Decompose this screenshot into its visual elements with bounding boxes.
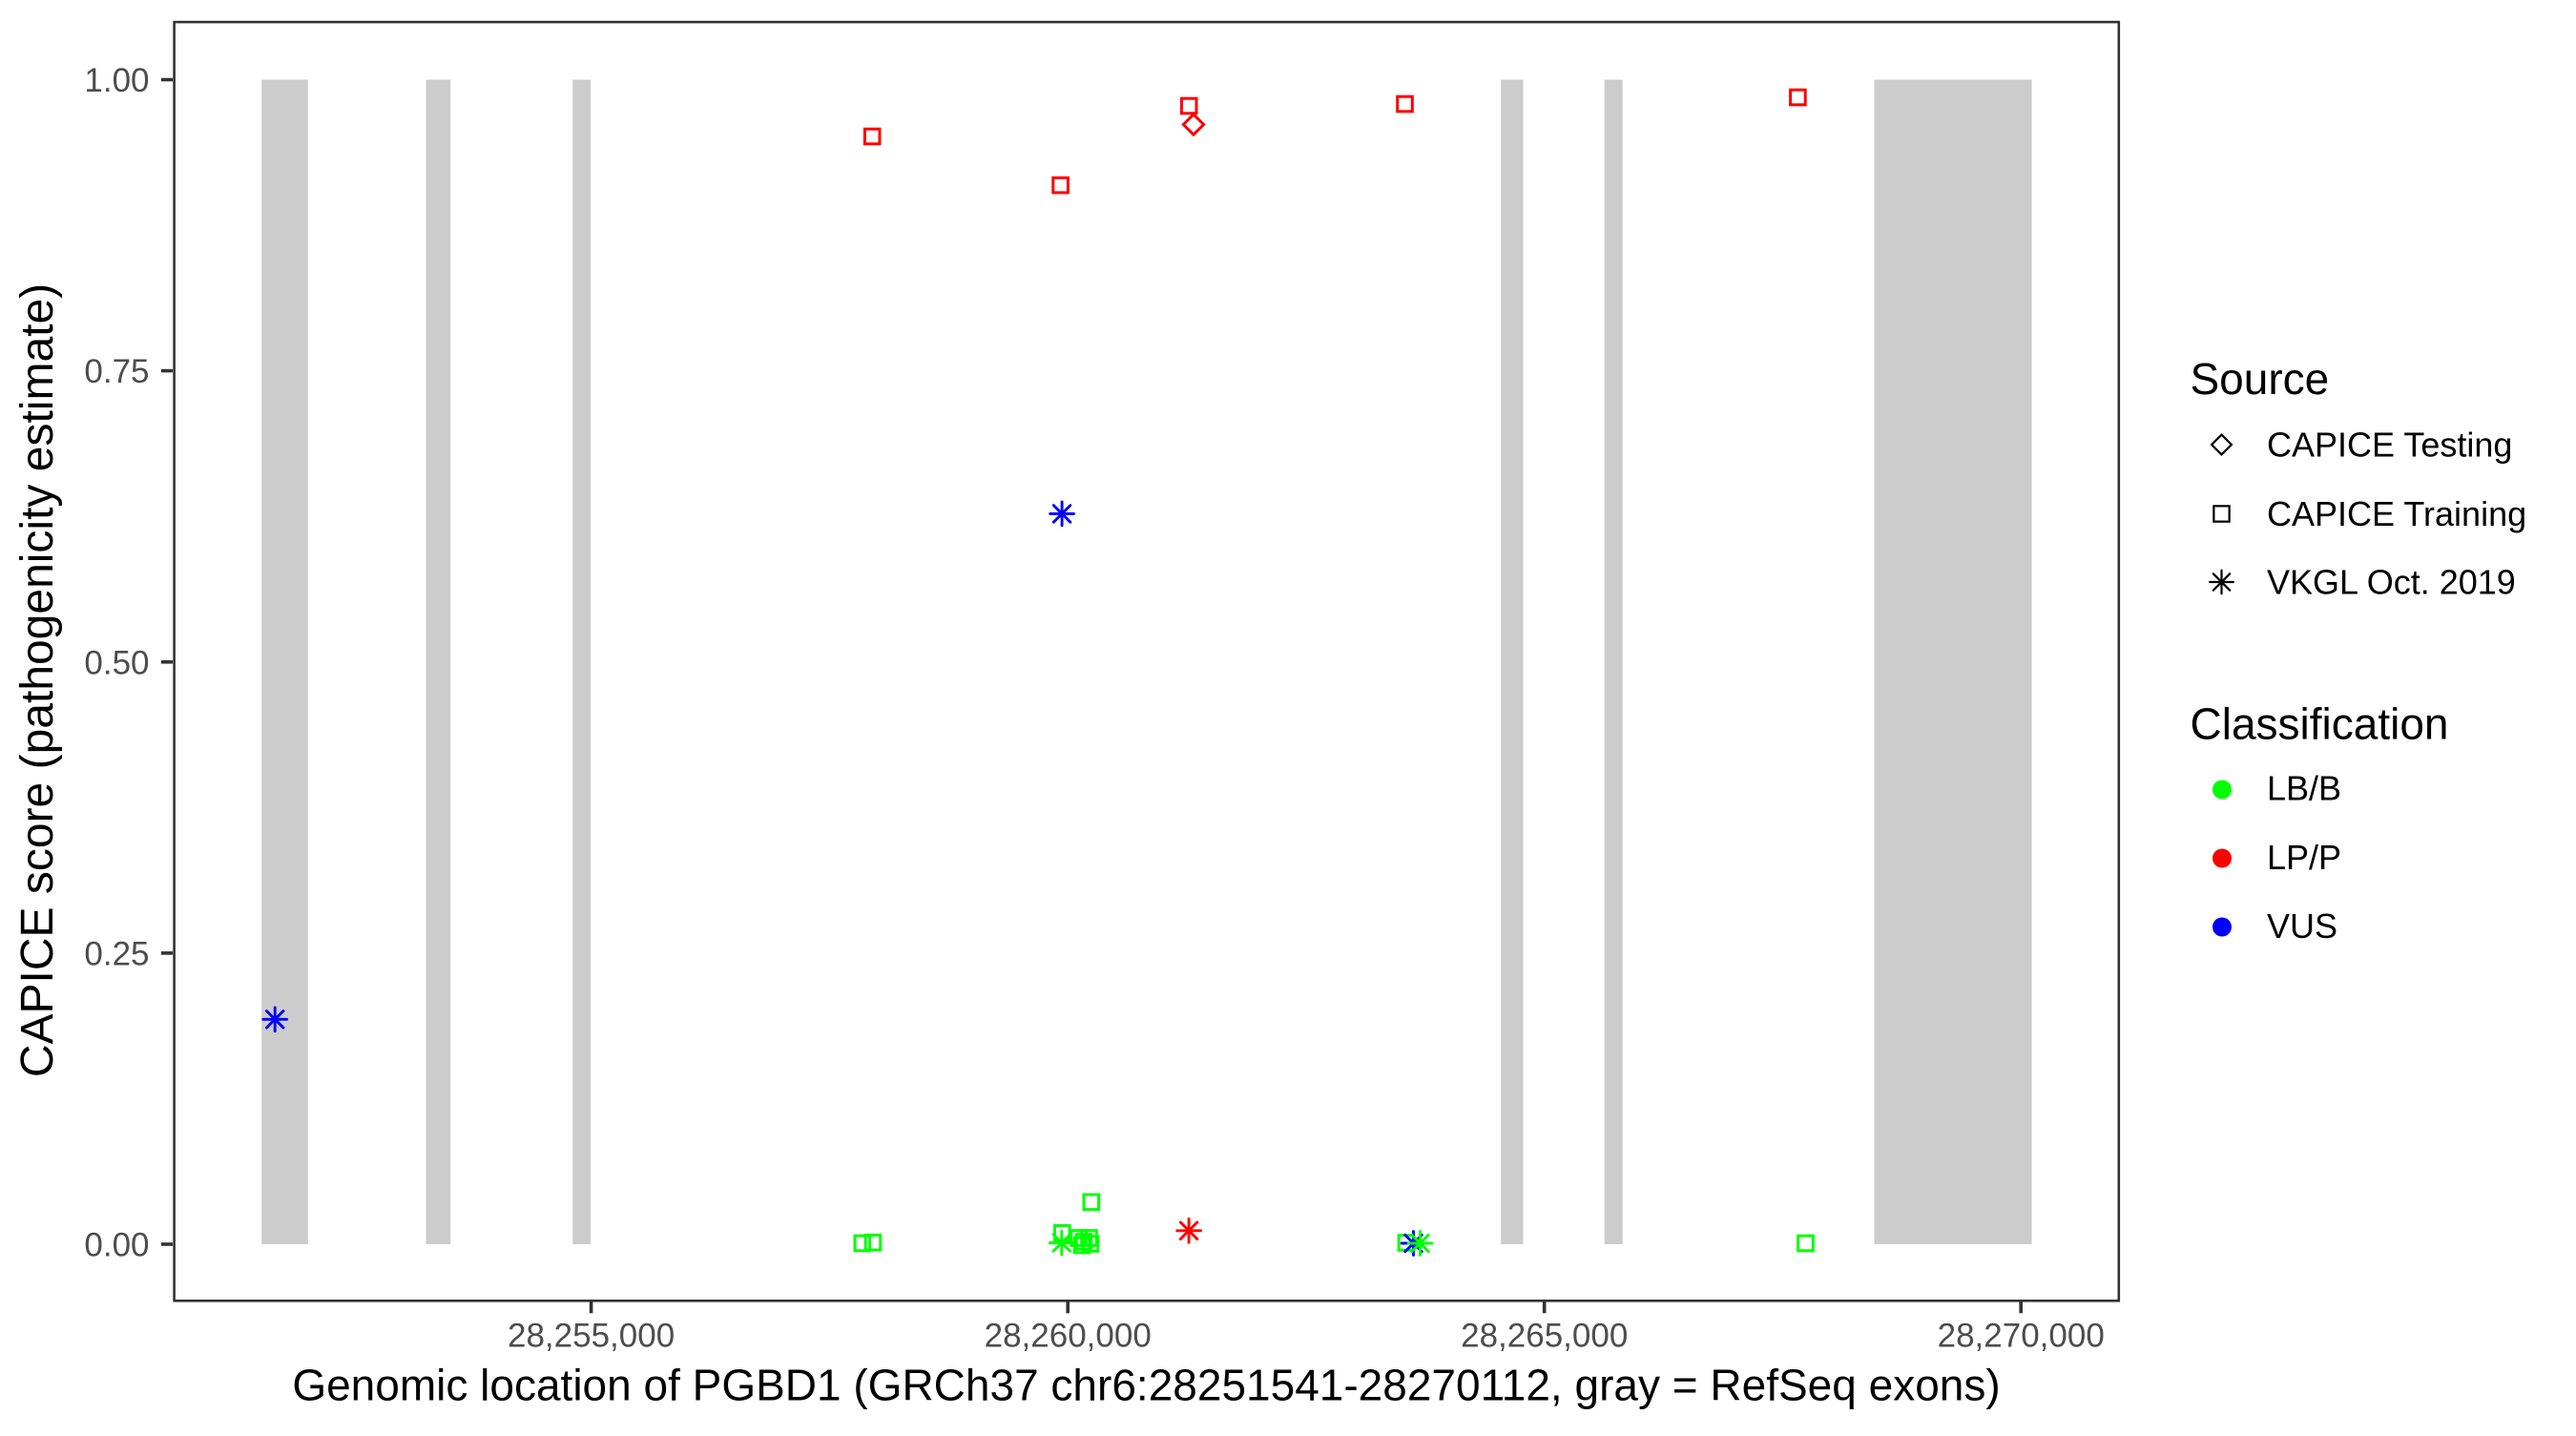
svg-text:LP/P: LP/P bbox=[2267, 838, 2341, 877]
svg-text:28,260,000: 28,260,000 bbox=[985, 1318, 1152, 1355]
svg-text:1.00: 1.00 bbox=[84, 62, 149, 99]
svg-text:CAPICE Training: CAPICE Training bbox=[2267, 494, 2526, 533]
svg-text:0.25: 0.25 bbox=[84, 935, 149, 972]
svg-text:28,265,000: 28,265,000 bbox=[1461, 1318, 1628, 1355]
svg-text:28,270,000: 28,270,000 bbox=[1938, 1318, 2105, 1355]
svg-text:CAPICE Testing: CAPICE Testing bbox=[2267, 425, 2512, 464]
svg-text:0.00: 0.00 bbox=[84, 1227, 149, 1264]
svg-text:Classification: Classification bbox=[2191, 699, 2449, 749]
svg-text:Genomic location of PGBD1 (GRC: Genomic location of PGBD1 (GRCh37 chr6:2… bbox=[292, 1361, 2000, 1410]
svg-text:0.75: 0.75 bbox=[84, 353, 149, 390]
svg-text:CAPICE score (pathogenicity es: CAPICE score (pathogenicity estimate) bbox=[12, 283, 63, 1077]
svg-text:VUS: VUS bbox=[2267, 906, 2337, 946]
svg-text:0.50: 0.50 bbox=[84, 644, 149, 681]
svg-text:Source: Source bbox=[2191, 354, 2330, 404]
svg-text:LB/B: LB/B bbox=[2267, 769, 2341, 808]
svg-text:28,255,000: 28,255,000 bbox=[508, 1318, 675, 1355]
svg-text:VKGL Oct. 2019: VKGL Oct. 2019 bbox=[2267, 562, 2516, 601]
